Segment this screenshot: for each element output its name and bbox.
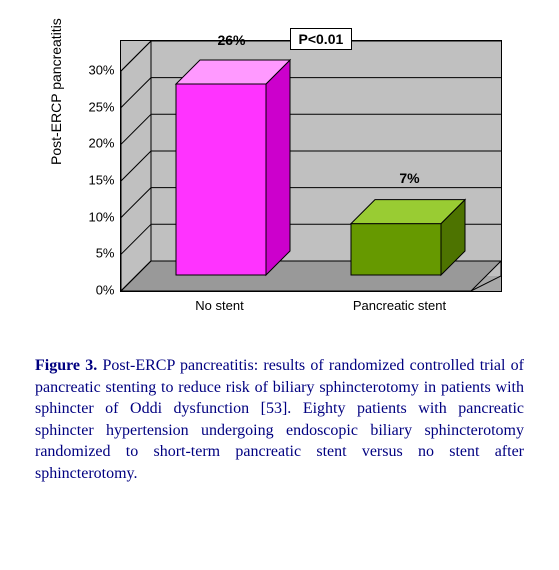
plot-area	[120, 40, 502, 292]
figure-caption-text: Post-ERCP pancreatitis: results of rando…	[35, 357, 524, 482]
ytick-2: 10%	[88, 210, 114, 225]
bar-no-stent	[176, 63, 290, 283]
yaxis-title: Post-ERCP pancreatitis	[48, 18, 64, 165]
pvalue-box: P<0.01	[290, 28, 353, 50]
figure-caption: Figure 3. Post-ERCP pancreatitis: result…	[20, 355, 539, 485]
bar-label-0: 26%	[217, 32, 245, 48]
ytick-1: 5%	[96, 246, 115, 261]
xtick-0: No stent	[195, 298, 243, 313]
chart-container: 26% 7% P<0.01 0% 5% 10% 15% 20% 25% 30% …	[40, 20, 520, 340]
ytick-6: 30%	[88, 63, 114, 78]
ytick-0: 0%	[96, 283, 115, 298]
bar-pancreatic-stent	[351, 203, 465, 283]
figure-label: Figure 3.	[35, 357, 97, 374]
ytick-5: 25%	[88, 100, 114, 115]
ytick-3: 15%	[88, 173, 114, 188]
xtick-1: Pancreatic stent	[353, 298, 446, 313]
yaxis-title-text: Post-ERCP pancreatitis	[48, 18, 64, 165]
ytick-4: 20%	[88, 136, 114, 151]
bar-label-1: 7%	[399, 170, 419, 186]
